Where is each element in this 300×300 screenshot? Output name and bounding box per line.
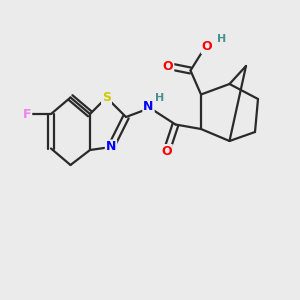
Text: H: H: [218, 34, 226, 44]
Text: O: O: [163, 59, 173, 73]
Text: H: H: [155, 93, 164, 103]
Text: N: N: [143, 100, 154, 113]
Text: F: F: [23, 107, 31, 121]
Text: N: N: [106, 140, 116, 154]
Text: O: O: [161, 145, 172, 158]
Text: O: O: [202, 40, 212, 53]
Text: S: S: [102, 91, 111, 104]
